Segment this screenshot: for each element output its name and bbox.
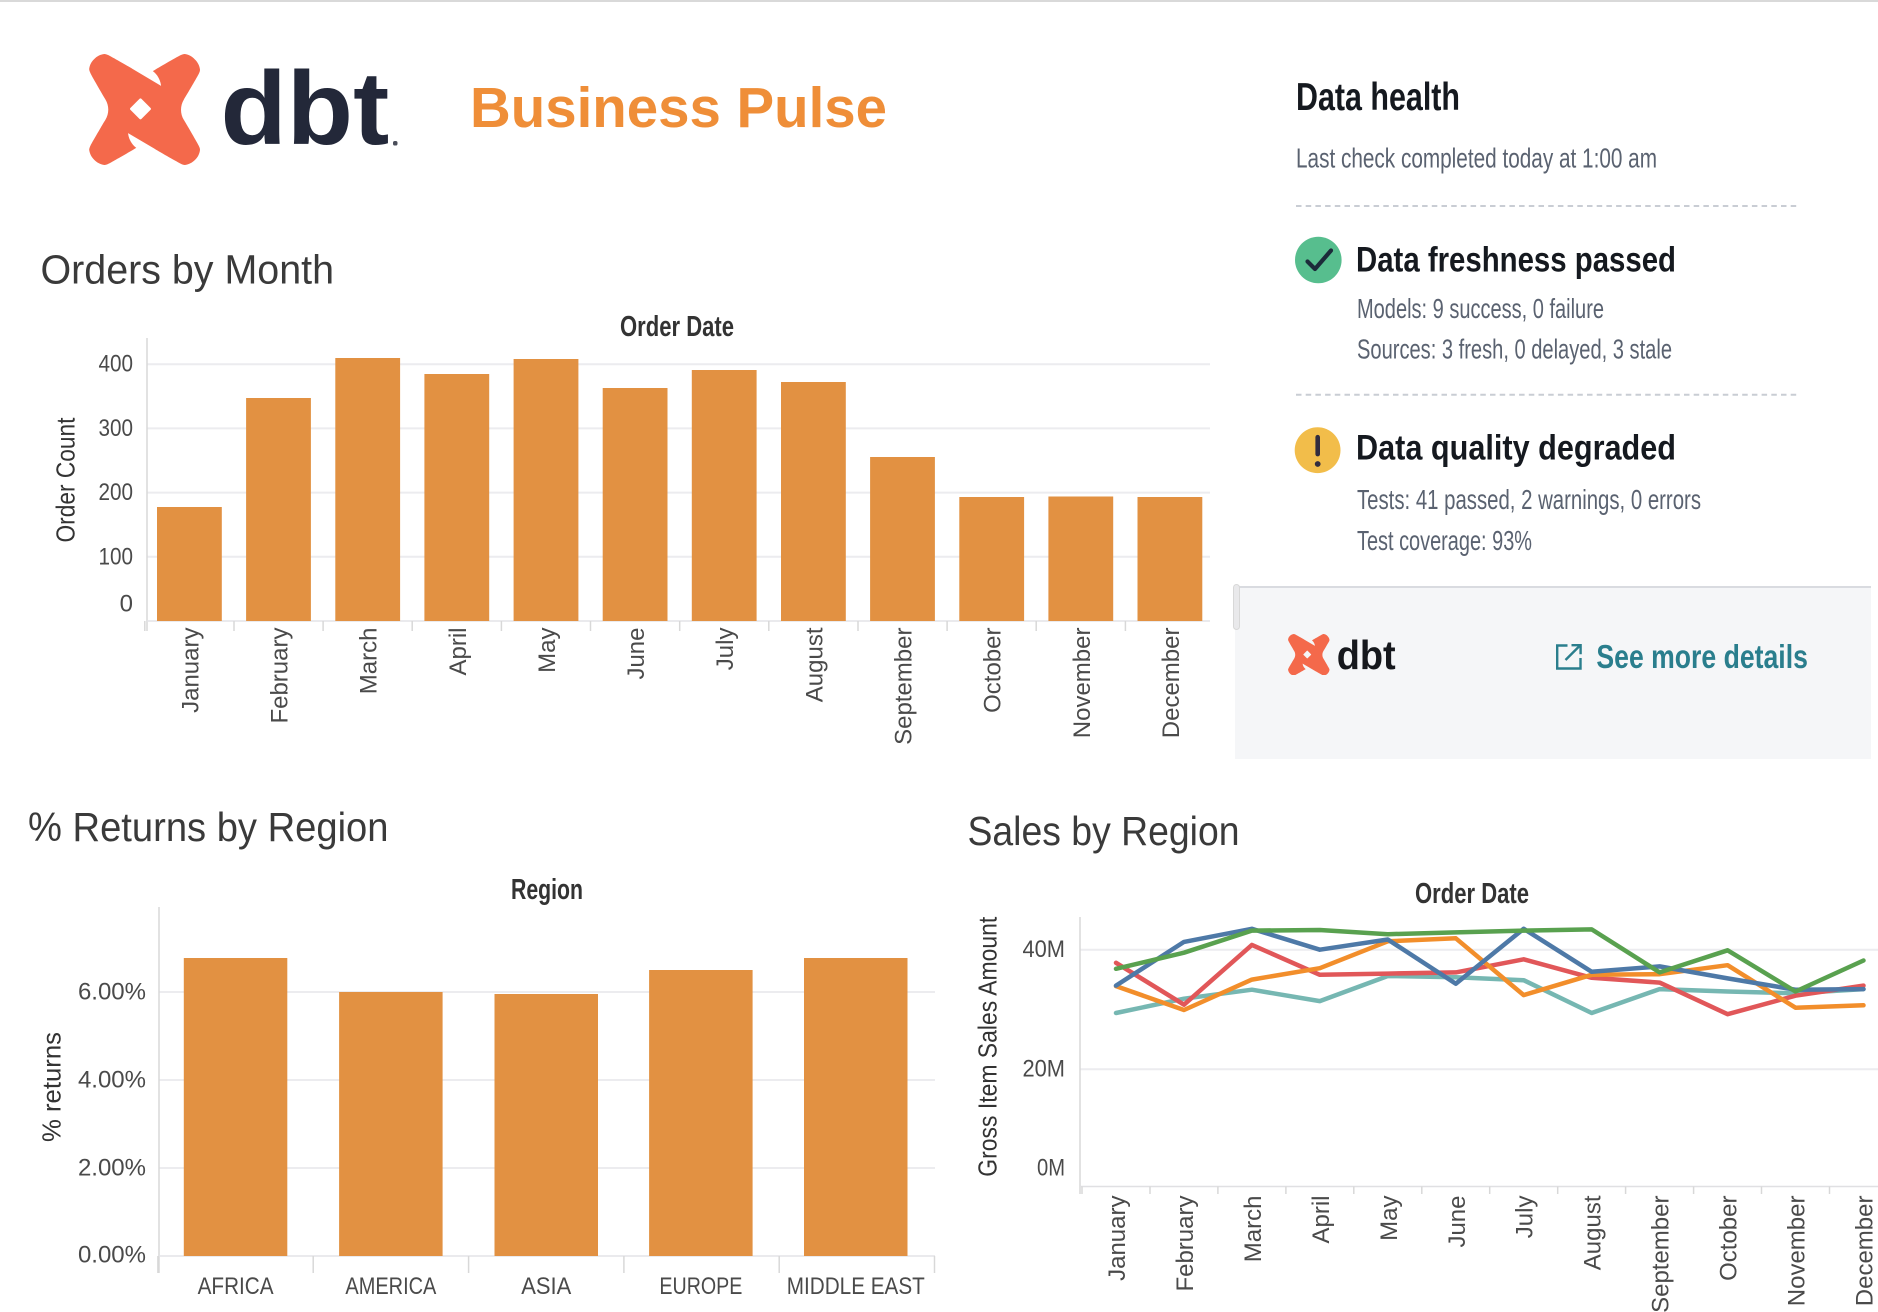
svg-text:Order Date: Order Date — [1415, 878, 1529, 910]
svg-text:0.00%: 0.00% — [78, 1242, 146, 1269]
svg-text:Data health: Data health — [1296, 76, 1460, 119]
svg-text:February: February — [1172, 1196, 1199, 1292]
svg-text:February: February — [267, 628, 294, 724]
svg-text:Test coverage: 93%: Test coverage: 93% — [1357, 525, 1532, 556]
svg-text:See more details: See more details — [1596, 638, 1808, 675]
svg-text:June: June — [623, 628, 650, 680]
svg-text:May: May — [534, 628, 561, 673]
svg-text:Models: 9 success, 0 failure: Models: 9 success, 0 failure — [1357, 293, 1604, 324]
svg-text:Gross Item Sales Amount: Gross Item Sales Amount — [973, 916, 1003, 1177]
svg-text:Business Pulse: Business Pulse — [470, 76, 887, 140]
svg-text:April: April — [1308, 1196, 1335, 1244]
svg-text:Order Date: Order Date — [620, 311, 734, 343]
svg-text:400: 400 — [99, 351, 134, 378]
svg-text:Last check completed today at: Last check completed today at 1:00 am — [1296, 142, 1657, 173]
svg-text:0M: 0M — [1037, 1155, 1065, 1182]
svg-text:March: March — [1240, 1196, 1267, 1263]
svg-text:Sales by Region: Sales by Region — [968, 808, 1240, 854]
svg-text:June: June — [1444, 1196, 1471, 1248]
svg-text:November: November — [1784, 1196, 1811, 1307]
svg-text:AMERICA: AMERICA — [345, 1273, 436, 1300]
svg-text:6.00%: 6.00% — [78, 979, 146, 1006]
svg-text:Data quality degraded: Data quality degraded — [1356, 429, 1676, 468]
svg-text:July: July — [712, 628, 739, 671]
svg-text:% returns: % returns — [37, 1032, 67, 1142]
svg-text:September: September — [891, 628, 918, 745]
svg-text:December: December — [1158, 628, 1185, 739]
svg-text:20M: 20M — [1023, 1056, 1066, 1083]
svg-text:MIDDLE EAST: MIDDLE EAST — [787, 1273, 925, 1300]
svg-text:0: 0 — [120, 591, 133, 618]
svg-text:300: 300 — [99, 415, 134, 442]
svg-text:January: January — [177, 628, 204, 713]
svg-text:40M: 40M — [1023, 936, 1066, 963]
svg-text:October: October — [980, 627, 1007, 712]
svg-text:August: August — [1580, 1195, 1607, 1270]
svg-text:4.00%: 4.00% — [78, 1067, 146, 1094]
svg-text:Orders by Month: Orders by Month — [41, 246, 335, 292]
svg-text:August: August — [801, 627, 828, 702]
svg-text:January: January — [1104, 1196, 1131, 1281]
svg-text:May: May — [1376, 1196, 1403, 1241]
svg-text:Order Count: Order Count — [51, 417, 81, 543]
svg-text:% Returns by Region: % Returns by Region — [28, 804, 389, 850]
svg-text:2.00%: 2.00% — [78, 1155, 146, 1182]
svg-text:Region: Region — [511, 874, 583, 906]
svg-text:December: December — [1851, 1196, 1878, 1307]
svg-text:July: July — [1512, 1196, 1539, 1239]
svg-text:Tests: 41 passed, 2 warnings,: Tests: 41 passed, 2 warnings, 0 errors — [1357, 484, 1701, 515]
svg-text:Data freshness passed: Data freshness passed — [1356, 241, 1676, 280]
svg-text:March: March — [356, 628, 383, 695]
svg-text:EUROPE: EUROPE — [659, 1273, 742, 1300]
svg-text:October: October — [1716, 1195, 1743, 1280]
svg-text:November: November — [1069, 628, 1096, 739]
svg-text:September: September — [1648, 1196, 1675, 1312]
svg-text:dbt: dbt — [221, 51, 390, 167]
svg-text:Sources: 3 fresh, 0 delayed, 3: Sources: 3 fresh, 0 delayed, 3 stale — [1357, 333, 1672, 364]
svg-text:ASIA: ASIA — [521, 1273, 571, 1300]
svg-text:April: April — [445, 628, 472, 676]
svg-text:100: 100 — [99, 543, 134, 570]
svg-text:200: 200 — [99, 479, 134, 506]
svg-text:AFRICA: AFRICA — [198, 1273, 274, 1300]
svg-text:dbt: dbt — [1337, 632, 1396, 678]
